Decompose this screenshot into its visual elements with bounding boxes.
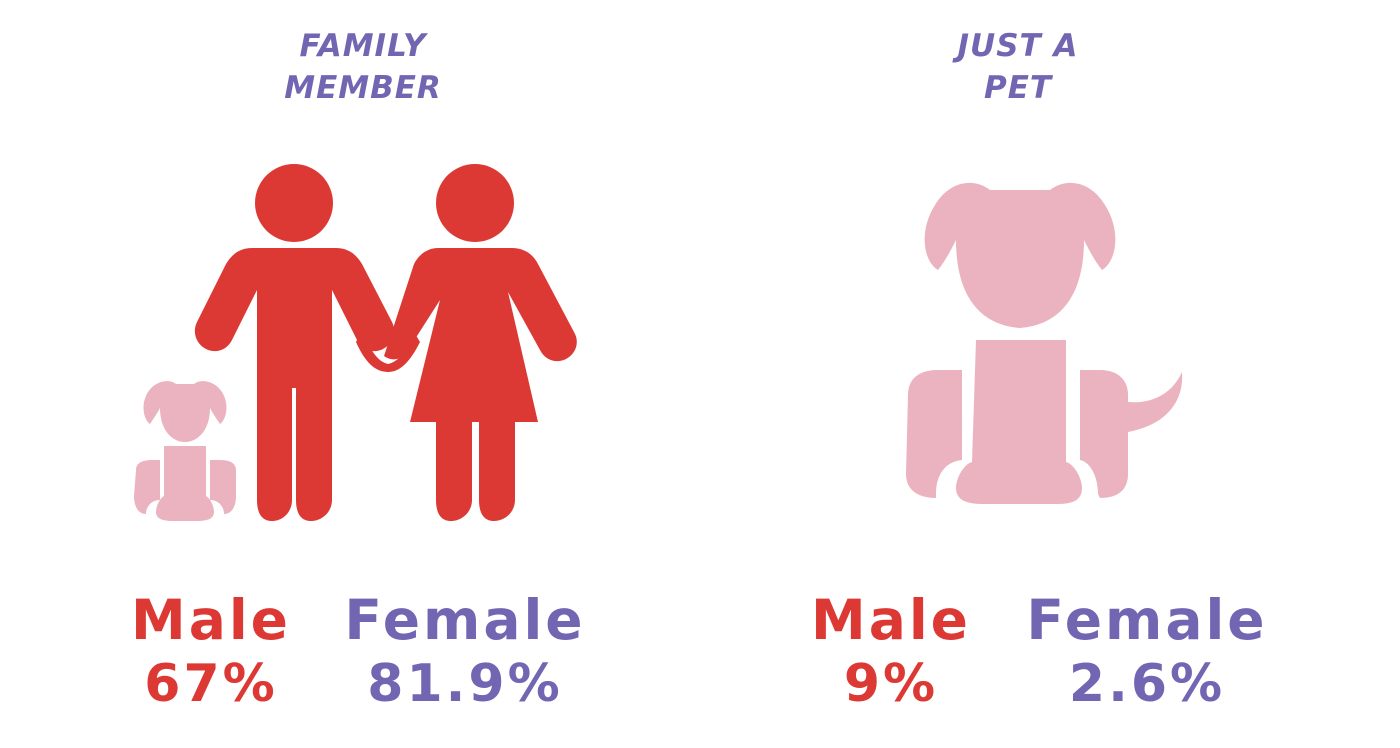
family-member-male-label: Male <box>130 588 291 652</box>
just-a-pet-female-label: Female <box>1026 588 1268 652</box>
family-member-male-value: 67% <box>144 654 278 714</box>
just-a-pet-male-stat: Male 9% <box>741 588 1041 716</box>
family-member-heading: FAMILY MEMBER <box>213 25 513 109</box>
family-member-heading-line1: FAMILY <box>299 28 427 64</box>
just-a-pet-male-value: 9% <box>843 654 939 714</box>
family-member-heading-line2: MEMBER <box>284 70 442 106</box>
man-icon <box>194 164 395 521</box>
family-member-female-label: Female <box>344 588 586 652</box>
family-member-female-stat: Female 81.9% <box>315 588 615 716</box>
just-a-pet-female-stat: Female 2.6% <box>997 588 1297 716</box>
holding-hands <box>356 330 420 372</box>
just-a-pet-heading-line2: PET <box>983 70 1053 106</box>
small-dog-icon <box>134 381 236 521</box>
family-member-male-stat: Male 67% <box>61 588 361 716</box>
woman-icon <box>384 164 577 521</box>
family-member-female-value: 81.9% <box>367 654 563 714</box>
just-a-pet-female-value: 2.6% <box>1068 654 1226 714</box>
just-a-pet-male-label: Male <box>810 588 971 652</box>
dog-icon <box>906 182 1183 504</box>
just-a-pet-heading-line1: JUST A <box>957 28 1079 64</box>
just-a-pet-heading: JUST A PET <box>868 25 1168 109</box>
